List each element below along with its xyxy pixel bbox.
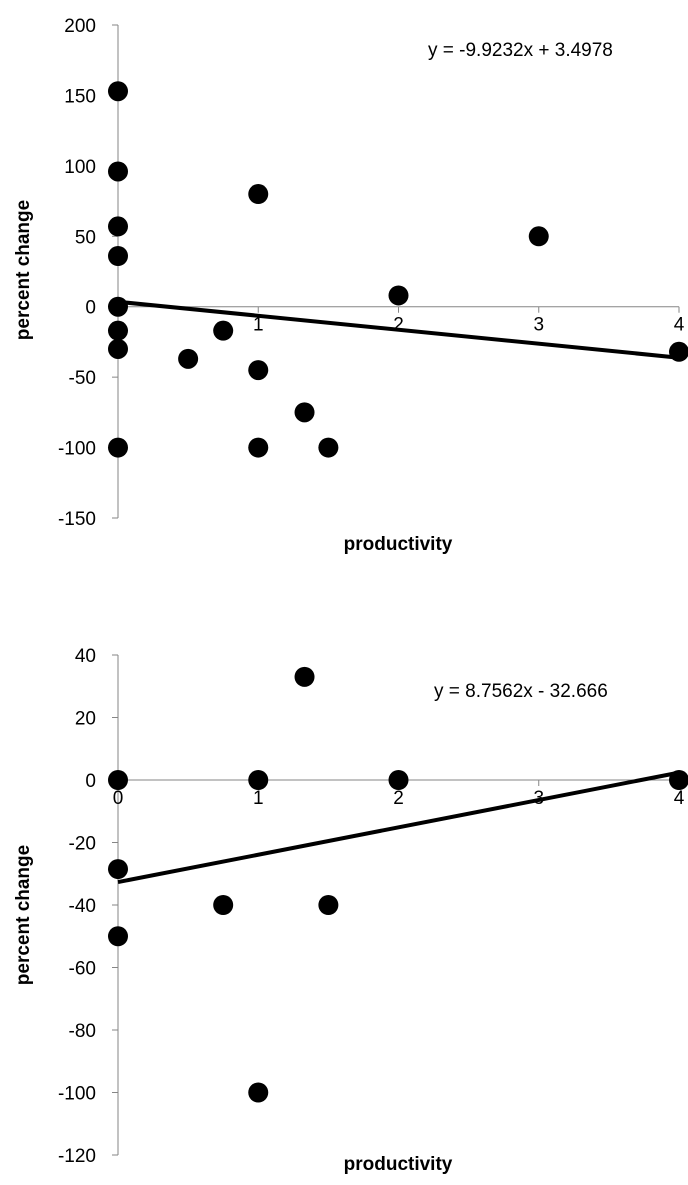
x-tick-label: 4 [674,788,685,809]
y-tick-label: -120 [58,1146,96,1167]
data-point [294,402,315,423]
data-point [248,184,269,205]
chart-1: 200 150 100 50 0 -50 -100 -150 1 2 3 4 y = -9.9232x… [13,16,688,555]
y-tick-label: 40 [75,646,96,667]
data-point [248,770,269,790]
x-tick-label: 0 [113,788,124,809]
data-point [108,296,128,317]
data-point [318,895,339,915]
data-point [528,226,549,247]
y-tick-label: -50 [69,368,96,389]
chart-1-trendline-equation: y = -9.9232x + 3.4978 [428,40,613,61]
data-point [294,666,315,687]
chart-1-points [108,81,688,458]
chart-2-trendline-equation: y = 8.7562x - 32.666 [434,681,608,702]
y-tick-label: 50 [75,227,96,248]
data-point [108,770,128,790]
x-tick-label: 3 [533,315,544,336]
trendline [117,770,680,885]
y-tick-label: -60 [69,959,96,980]
data-point [248,437,269,458]
chart-2-x-axis-title: productivity [344,1154,453,1175]
chart-1-axes [112,24,680,519]
y-tick-label: -150 [58,509,96,530]
data-point [108,338,128,359]
data-point [669,770,688,790]
trendline [117,299,680,360]
chart-1-y-axis-title: percent change [13,200,34,340]
chart-1-tick-labels: 200 150 100 50 0 -50 -100 -150 1 2 3 4 [58,16,685,530]
chart-1-trendline [117,299,680,360]
chart-2-points [108,666,688,1103]
chart-2-axes [112,654,680,1156]
y-tick-label: 200 [64,16,96,37]
y-tick-label: -80 [69,1021,96,1042]
x-tick-label: 1 [253,315,264,336]
y-tick-label: 150 [64,86,96,107]
x-tick-label: 1 [253,788,264,809]
chart-1-x-axis-title: productivity [344,534,453,555]
x-tick-label: 2 [393,315,404,336]
chart-2-trendline [117,770,680,885]
data-point [669,341,688,362]
x-tick-label: 2 [393,788,404,809]
data-point [108,859,128,880]
chart-2-y-axis-title: percent change [13,845,34,985]
data-point [318,437,339,458]
y-tick-label: -100 [58,439,96,460]
data-point [108,246,128,267]
data-point [213,320,234,341]
x-tick-label: 4 [674,315,685,336]
data-point [108,437,128,458]
data-point [108,216,128,237]
data-point [388,770,409,790]
data-point [178,348,199,369]
y-tick-label: 0 [85,771,96,792]
data-point [388,285,409,306]
y-tick-label: 100 [64,157,96,178]
data-point [248,360,269,381]
y-tick-label: 0 [85,298,96,319]
y-tick-label: -100 [58,1084,96,1105]
y-tick-label: -20 [69,834,96,855]
data-point [248,1082,269,1103]
y-tick-label: -40 [69,896,96,917]
data-point [108,320,128,341]
data-point [108,161,128,182]
y-tick-label: 20 [75,709,96,730]
data-point [108,926,128,947]
data-point [108,81,128,102]
data-point [213,895,234,915]
